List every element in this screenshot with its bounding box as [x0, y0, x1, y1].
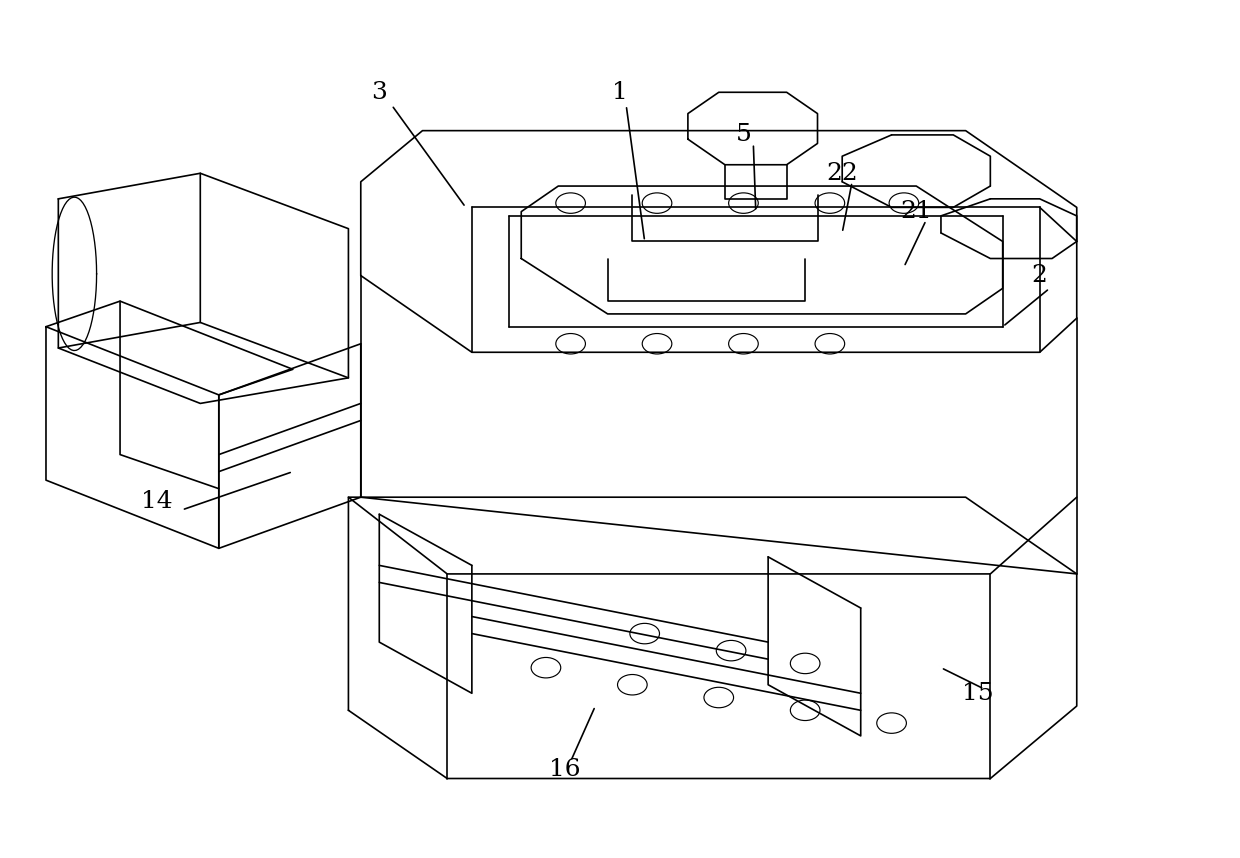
Text: 21: 21 — [900, 200, 932, 223]
Text: 16: 16 — [548, 758, 580, 782]
Text: 22: 22 — [826, 162, 858, 184]
Text: 5: 5 — [735, 124, 751, 147]
Text: 1: 1 — [613, 81, 627, 104]
Text: 3: 3 — [371, 81, 387, 104]
Text: 15: 15 — [962, 682, 993, 704]
Text: 14: 14 — [141, 490, 172, 513]
Text: 2: 2 — [1032, 264, 1048, 287]
